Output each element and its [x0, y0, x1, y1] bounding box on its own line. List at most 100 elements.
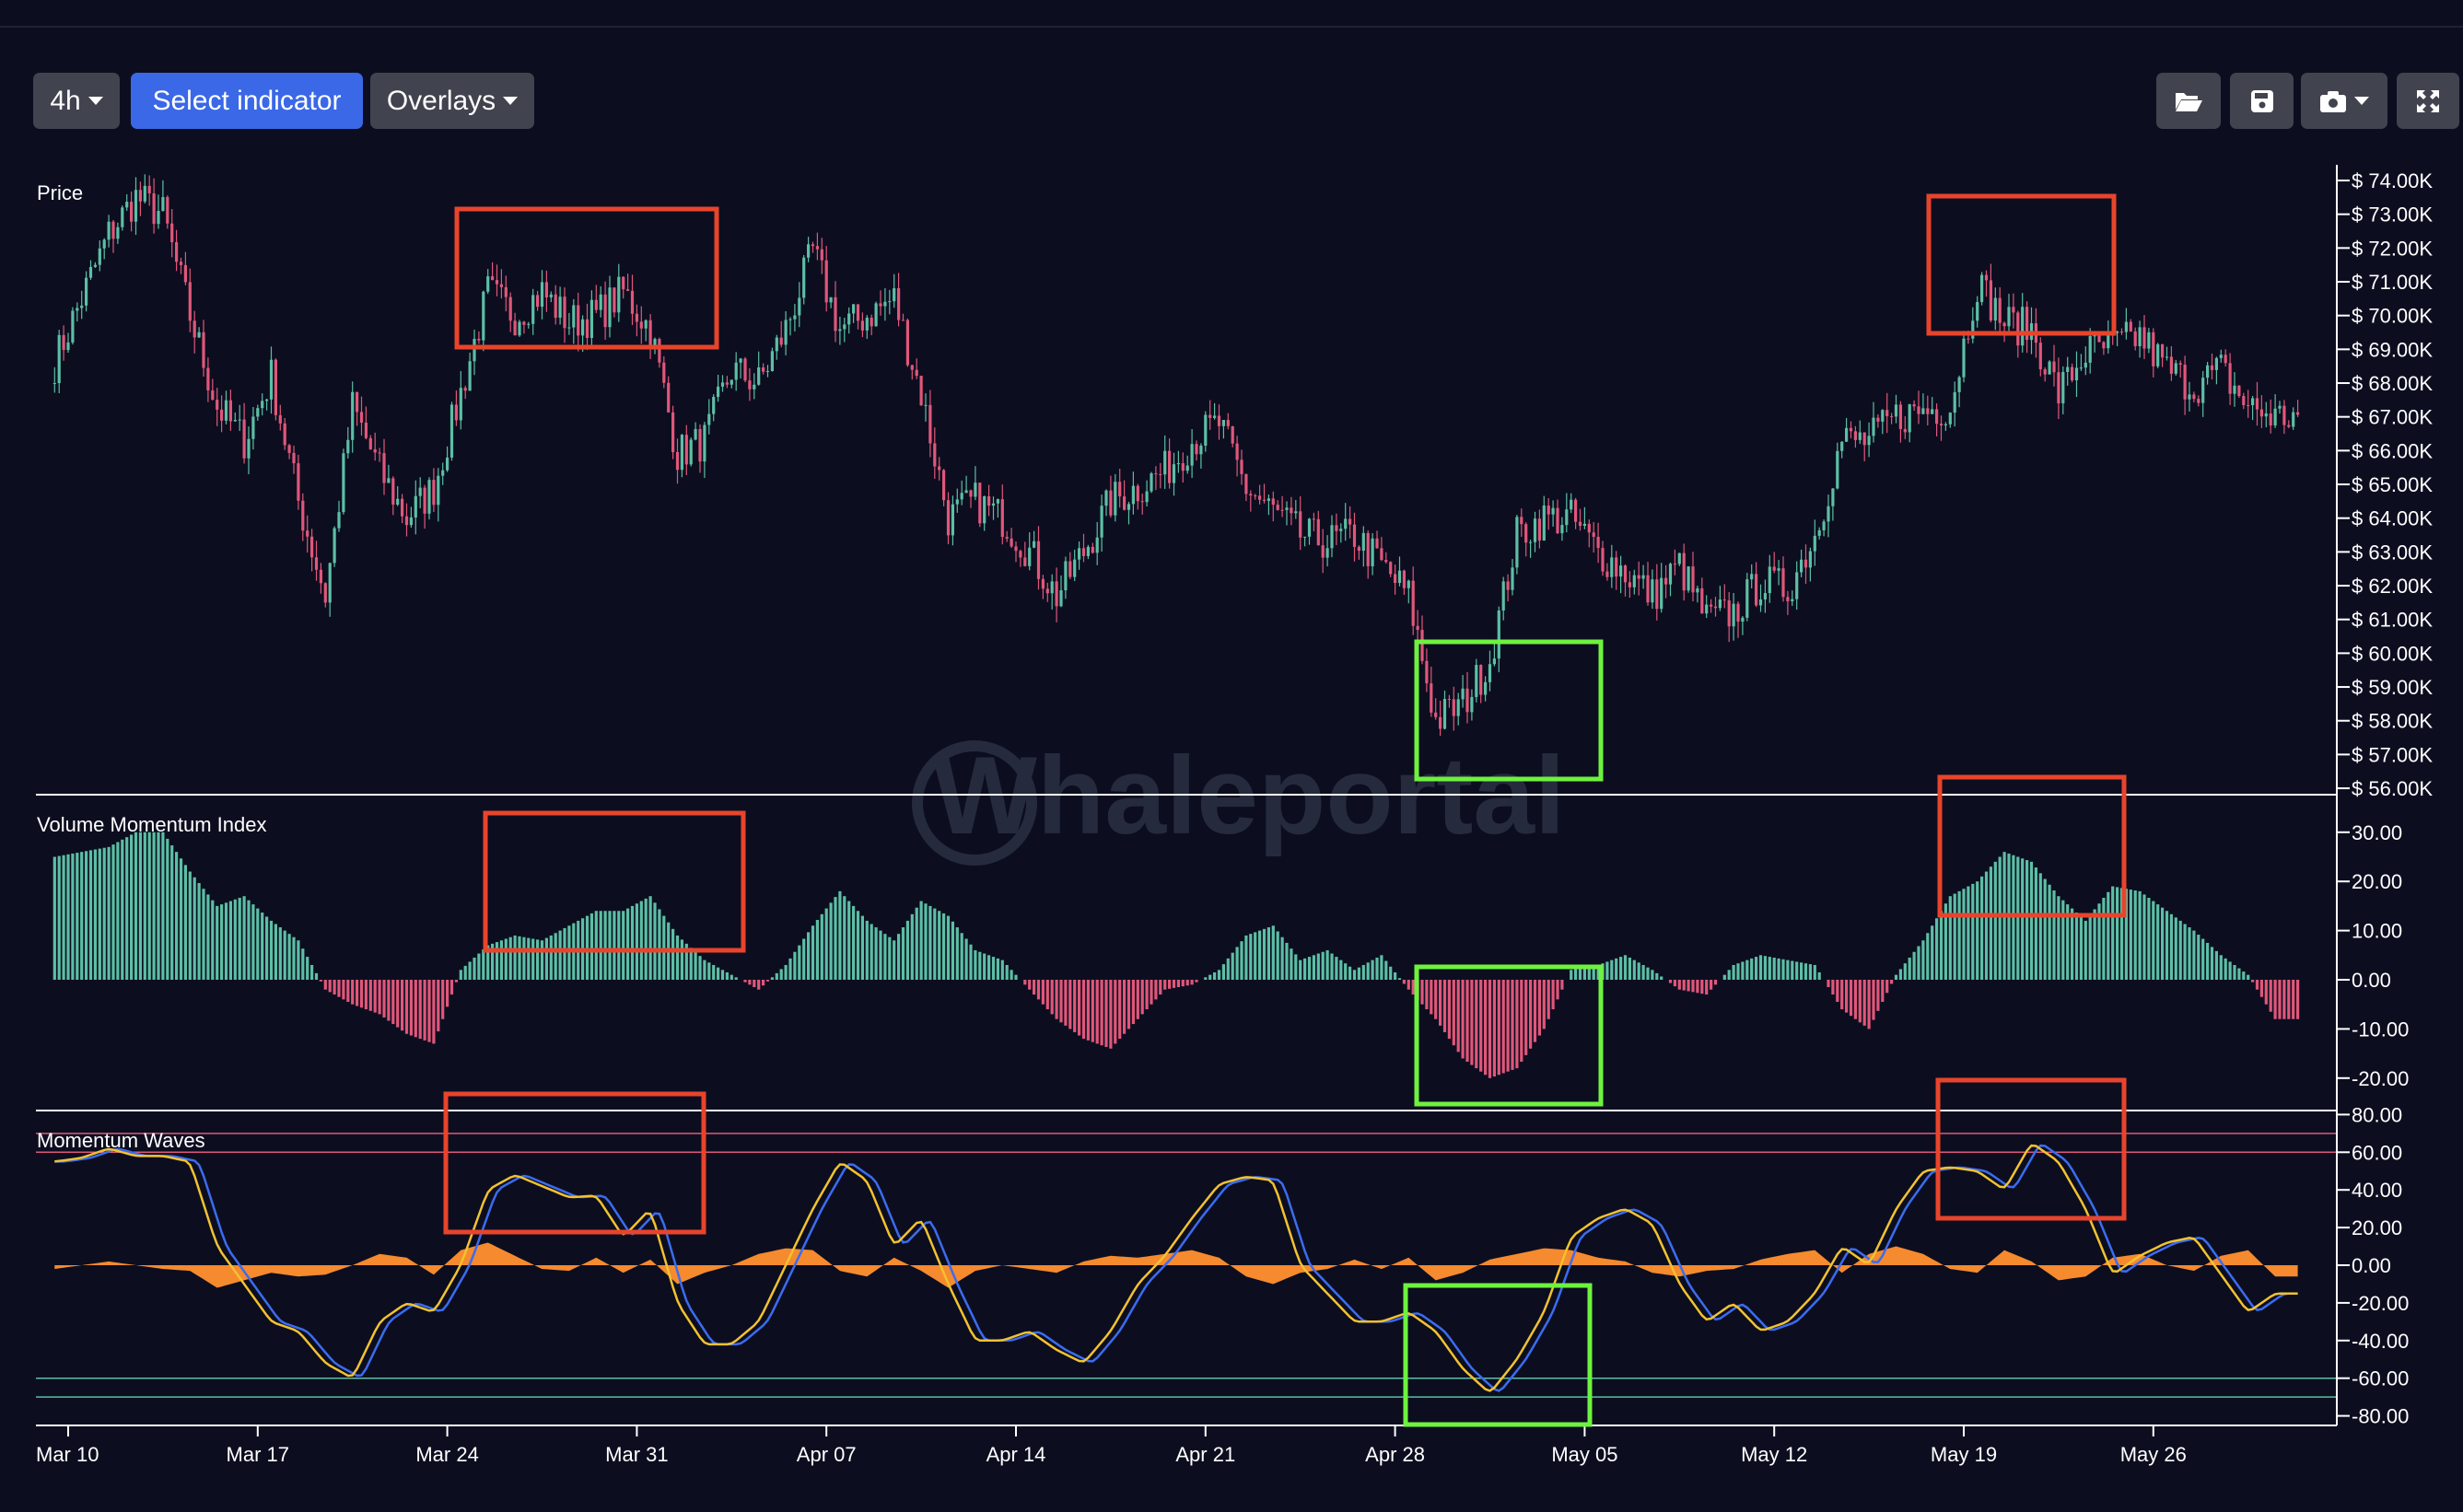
- candle-body: [404, 516, 409, 526]
- candle-body: [2079, 367, 2083, 369]
- candle-body: [121, 207, 124, 227]
- vmi-bar: [1605, 961, 1609, 980]
- candle-body: [473, 338, 476, 362]
- vmi-bar: [211, 900, 215, 980]
- candle-body: [1475, 665, 1478, 697]
- vmi-bar: [594, 911, 598, 980]
- y-tick-label: $ 57.00K: [2352, 743, 2433, 766]
- vmi-bar: [1596, 964, 1600, 980]
- save-button[interactable]: [2230, 73, 2294, 129]
- candle-body: [1407, 580, 1410, 588]
- vmi-bar: [1316, 953, 1320, 980]
- candle-body: [2206, 365, 2210, 378]
- candle-body: [504, 286, 508, 297]
- candle-body: [2043, 369, 2047, 375]
- vmi-bar: [2278, 980, 2282, 1019]
- candle-body: [594, 299, 598, 310]
- candle-body: [577, 305, 580, 336]
- screenshot-dropdown[interactable]: [2301, 73, 2387, 129]
- vmi-bar: [278, 927, 282, 980]
- vmi-bar: [216, 905, 219, 980]
- vmi-bar: [788, 958, 792, 980]
- vmi-bar: [247, 900, 251, 980]
- vmi-bar: [1921, 940, 1925, 980]
- vmi-bar: [2233, 964, 2236, 980]
- vmi-bar: [978, 951, 982, 980]
- candle-body: [1501, 581, 1505, 611]
- candle-body: [2219, 355, 2223, 358]
- vmi-bar: [1713, 980, 1718, 985]
- vmi-bar: [1109, 980, 1113, 1049]
- vmi-bar: [540, 940, 544, 980]
- vmi-bar: [1511, 980, 1514, 1070]
- open-button[interactable]: [2156, 73, 2221, 129]
- vmi-bar: [233, 899, 237, 980]
- price-pane-title: Price: [37, 181, 83, 204]
- timeframe-label: 4h: [50, 85, 81, 116]
- candle-body: [1610, 557, 1614, 577]
- candle-body: [563, 297, 566, 329]
- candle-body: [2016, 312, 2020, 346]
- vmi-bar: [585, 915, 589, 980]
- candle-body: [1442, 699, 1447, 729]
- candle-body: [739, 358, 742, 363]
- overlays-dropdown[interactable]: Overlays: [370, 73, 534, 129]
- y-tick-label: -20.00: [2352, 1067, 2409, 1090]
- candle-body: [1484, 681, 1488, 695]
- vmi-bar: [1885, 980, 1889, 994]
- vmi-bar: [287, 934, 291, 980]
- vmi-bar: [1736, 963, 1740, 980]
- vmi-bar: [1361, 964, 1365, 980]
- vmi-bar: [1100, 980, 1103, 1046]
- candle-body: [125, 202, 129, 208]
- candle-body: [179, 262, 183, 265]
- candle-body: [1036, 541, 1041, 579]
- candle-body: [1849, 427, 1853, 432]
- vmi-bar: [983, 953, 986, 980]
- candle-body: [351, 391, 355, 440]
- y-tick-label: $ 71.00K: [2352, 271, 2433, 294]
- candle-body: [599, 294, 602, 310]
- candle-body: [1935, 409, 1939, 425]
- vmi-bar: [644, 898, 648, 980]
- candle-body: [1646, 575, 1650, 603]
- vmi-bar: [730, 974, 733, 980]
- candle-body: [2183, 365, 2187, 400]
- candle-body: [1957, 377, 1961, 392]
- bearish-annotation-box: [1937, 774, 2127, 918]
- candle-body: [680, 435, 683, 471]
- candle-body: [1131, 485, 1135, 505]
- candle-body: [2138, 327, 2142, 346]
- vmi-bar: [838, 890, 842, 980]
- vmi-bar: [1673, 980, 1676, 987]
- candle-body: [323, 583, 327, 603]
- candle-body: [1299, 511, 1302, 538]
- vmi-bar: [1397, 978, 1402, 980]
- candle-body: [2107, 331, 2110, 349]
- vmi-bar: [883, 934, 887, 980]
- vmi-bar: [1208, 974, 1212, 980]
- vmi-bar: [658, 909, 661, 980]
- timeframe-dropdown[interactable]: 4h: [33, 73, 120, 129]
- vmi-bar: [130, 834, 134, 980]
- candle-body: [333, 528, 336, 564]
- candle-body: [2071, 366, 2074, 381]
- vmi-bar: [987, 955, 991, 980]
- y-tick-label: 0.00: [2352, 1254, 2391, 1277]
- fullscreen-button[interactable]: [2397, 73, 2459, 129]
- vmi-bar: [748, 980, 752, 985]
- candle-body: [1023, 557, 1027, 566]
- candle-body: [2161, 343, 2165, 358]
- candle-body: [1664, 577, 1668, 585]
- candle-body: [658, 339, 661, 363]
- vmi-bar: [1926, 933, 1930, 980]
- candle-body: [1010, 538, 1013, 547]
- wave-fast-line: [54, 1144, 2298, 1392]
- vmi-bar: [1181, 980, 1185, 987]
- candle-body: [1005, 537, 1009, 539]
- select-indicator-button[interactable]: Select indicator: [131, 73, 363, 129]
- candle-body: [2002, 322, 2006, 327]
- vmi-bar: [1574, 969, 1578, 980]
- vmi-bar: [1912, 951, 1916, 980]
